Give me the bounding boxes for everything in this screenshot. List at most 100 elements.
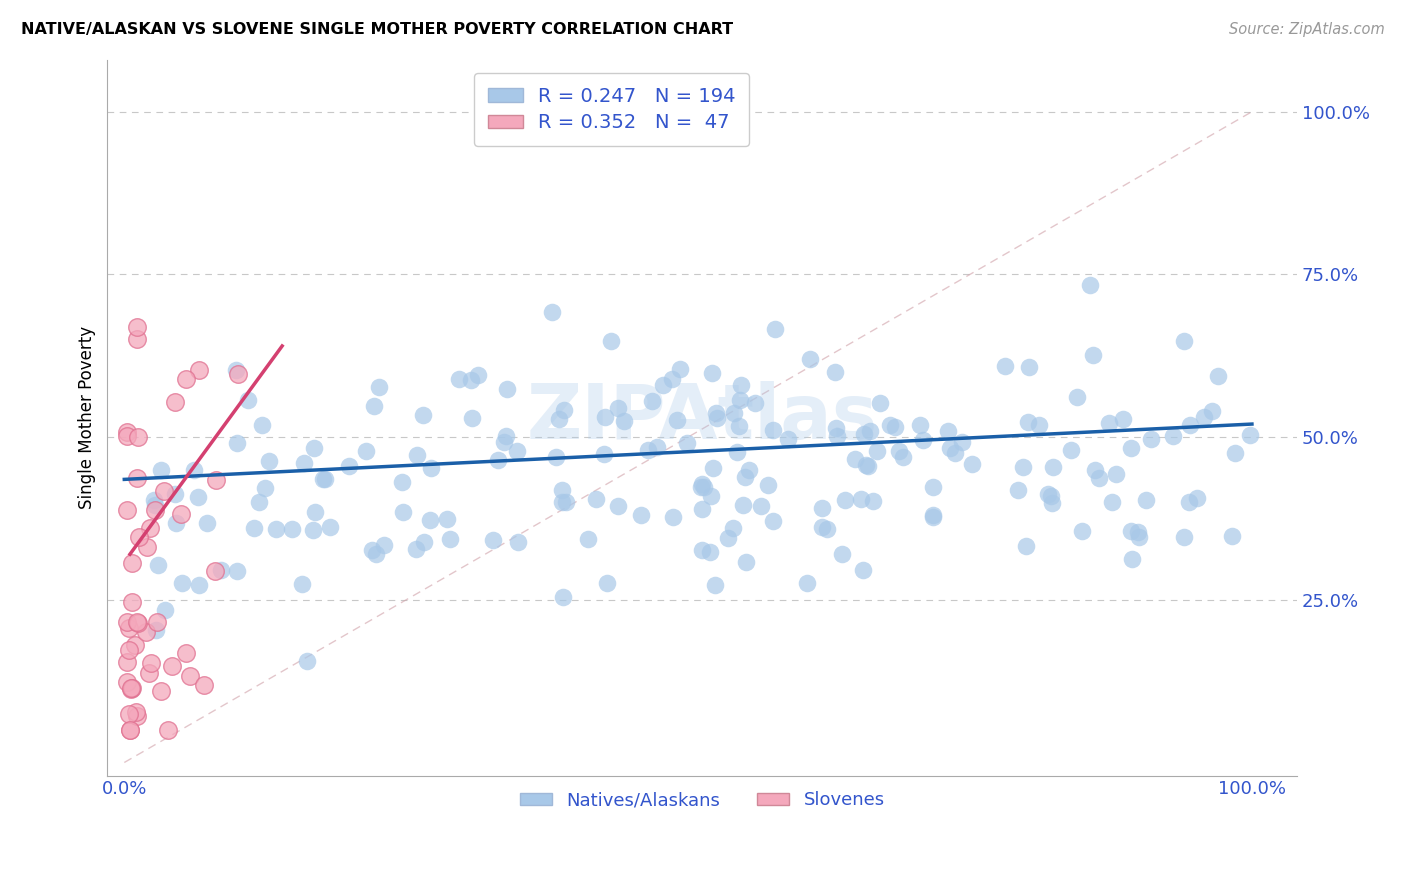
Point (851, 491, 873, 506)
Point (1140, 432, 1163, 446)
Point (460, 373, 482, 387)
Point (125, 615, 148, 630)
Point (690, 502, 713, 516)
Point (447, 372, 470, 386)
Point (125, 471, 148, 485)
Point (1011, 460, 1033, 475)
Point (693, 480, 716, 494)
Point (706, 411, 728, 425)
Point (117, 674, 139, 689)
Point (938, 441, 960, 455)
Point (367, 379, 389, 393)
Point (943, 446, 966, 460)
Point (1101, 495, 1123, 509)
Point (717, 531, 740, 545)
Point (253, 481, 276, 495)
Point (163, 487, 186, 501)
Point (676, 436, 699, 450)
Point (420, 460, 443, 475)
Point (853, 427, 876, 442)
Point (825, 420, 848, 434)
Point (193, 678, 215, 692)
Point (150, 684, 173, 698)
Point (138, 665, 160, 680)
Point (1225, 445, 1247, 459)
Point (125, 332, 148, 346)
Point (1018, 359, 1040, 374)
Point (115, 429, 138, 443)
Point (645, 440, 668, 454)
Point (117, 621, 139, 635)
Point (641, 394, 664, 409)
Point (506, 443, 529, 458)
Point (304, 505, 326, 519)
Point (1066, 390, 1088, 404)
Point (1201, 404, 1223, 418)
Point (728, 418, 751, 433)
Text: ZIPAtlas: ZIPAtlas (527, 381, 877, 455)
Point (824, 365, 846, 379)
Point (831, 547, 853, 561)
Point (143, 503, 166, 517)
Point (496, 383, 519, 397)
Point (908, 417, 931, 432)
Point (669, 362, 692, 376)
Point (225, 564, 247, 578)
Point (236, 392, 259, 407)
Point (1078, 278, 1101, 293)
Point (115, 615, 138, 630)
Point (555, 495, 578, 509)
Text: Source: ZipAtlas.com: Source: ZipAtlas.com (1229, 22, 1385, 37)
Point (188, 363, 211, 377)
Point (825, 429, 848, 443)
Point (482, 533, 505, 547)
Point (128, 530, 150, 544)
Point (1119, 441, 1142, 455)
Point (125, 708, 148, 723)
Point (883, 420, 905, 434)
Point (994, 359, 1017, 373)
Point (1206, 369, 1229, 384)
Point (700, 366, 723, 380)
Point (118, 642, 141, 657)
Point (730, 377, 752, 392)
Point (1121, 552, 1143, 566)
Point (651, 377, 673, 392)
Point (613, 414, 636, 428)
Point (146, 615, 169, 629)
Point (815, 523, 838, 537)
Point (879, 418, 901, 433)
Point (495, 429, 517, 443)
Text: NATIVE/ALASKAN VS SLOVENE SINGLE MOTHER POVERTY CORRELATION CHART: NATIVE/ALASKAN VS SLOVENE SINGLE MOTHER … (21, 22, 733, 37)
Point (1178, 417, 1201, 432)
Point (548, 412, 571, 426)
Point (1128, 530, 1150, 544)
Point (225, 363, 247, 377)
Point (127, 320, 149, 334)
Point (183, 463, 205, 477)
Point (391, 475, 413, 490)
Point (406, 448, 429, 462)
Point (852, 563, 875, 577)
Point (318, 520, 340, 534)
Point (148, 558, 170, 572)
Point (661, 372, 683, 386)
Point (136, 540, 159, 554)
Point (1042, 460, 1064, 475)
Point (1060, 442, 1083, 457)
Point (492, 434, 515, 449)
Point (593, 447, 616, 461)
Point (225, 436, 247, 450)
Point (607, 499, 630, 513)
Point (412, 535, 434, 549)
Point (844, 451, 866, 466)
Point (120, 681, 142, 695)
Point (731, 499, 754, 513)
Point (1014, 539, 1036, 553)
Point (1081, 348, 1104, 362)
Point (486, 453, 509, 467)
Point (811, 500, 834, 515)
Point (599, 334, 621, 348)
Point (1178, 495, 1201, 509)
Point (950, 434, 973, 449)
